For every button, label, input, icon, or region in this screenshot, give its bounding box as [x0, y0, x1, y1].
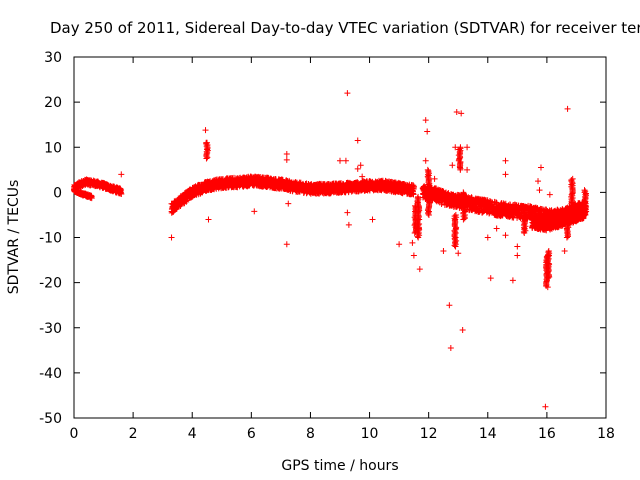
data-point [354, 165, 361, 172]
x-tick-label: 4 [188, 426, 197, 442]
data-marks [71, 90, 590, 410]
x-tick-label: 0 [70, 426, 79, 442]
x-tick-label: 10 [361, 426, 379, 442]
data-point [396, 241, 403, 248]
data-point [118, 171, 125, 178]
data-point [283, 151, 290, 158]
data-point [537, 164, 544, 171]
data-point [440, 248, 447, 255]
data-point [345, 221, 352, 228]
x-tick-label: 18 [597, 426, 615, 442]
data-point [369, 216, 376, 223]
data-point [455, 250, 462, 257]
data-point [484, 234, 491, 241]
data-point [251, 208, 258, 215]
data-point [561, 248, 568, 255]
data-point [464, 144, 471, 151]
y-tick-label: -40 [39, 366, 62, 382]
data-point [410, 252, 417, 259]
data-point [354, 137, 361, 144]
data-point [337, 157, 343, 164]
chart-title: Day 250 of 2011, Sidereal Day-to-day VTE… [50, 19, 640, 37]
y-tick-label: -30 [39, 321, 62, 337]
data-point [344, 209, 351, 216]
y-axis-label: SDTVAR / TECUs [6, 180, 22, 295]
data-point [514, 252, 521, 259]
data-point [409, 239, 416, 246]
data-point [283, 156, 290, 163]
x-tick-label: 6 [247, 426, 256, 442]
data-point [410, 183, 417, 190]
data-point [453, 109, 460, 116]
x-axis-label: GPS time / hours [281, 458, 398, 474]
data-point [542, 403, 549, 410]
data-point [118, 191, 125, 198]
y-tick-label: 30 [44, 50, 62, 66]
data-point [458, 110, 465, 117]
data-point [509, 277, 516, 284]
data-point [447, 345, 454, 352]
y-tick-label: 0 [53, 185, 62, 201]
data-point [422, 117, 429, 124]
y-tick-label: -20 [39, 276, 62, 292]
data-point [546, 191, 553, 198]
data-point [502, 157, 509, 164]
data-point [357, 162, 364, 169]
data-point [342, 157, 349, 164]
data-point [514, 243, 521, 250]
x-tick-label: 16 [538, 426, 556, 442]
x-tick-label: 8 [306, 426, 315, 442]
data-point [449, 162, 456, 169]
data-point [431, 175, 438, 182]
data-point [410, 191, 417, 198]
data-point [564, 105, 571, 112]
data-point [459, 327, 466, 334]
data-point [88, 195, 95, 202]
data-point [285, 200, 292, 207]
data-point [416, 266, 423, 273]
data-point [446, 302, 453, 309]
data-point [493, 225, 500, 232]
data-point [502, 171, 509, 178]
x-tick-label: 2 [129, 426, 138, 442]
data-point [487, 275, 494, 282]
data-point [422, 157, 429, 164]
data-point [168, 234, 175, 241]
y-tick-label: -50 [39, 411, 62, 427]
data-point [344, 90, 351, 97]
axis-ticks: 0 2 4 6 8 10 12 14 16 18 -50 -40 -30 -20 -10 0 10 20 30 [39, 50, 615, 442]
y-tick-label: 10 [44, 140, 62, 156]
y-tick-label: 20 [44, 95, 62, 111]
data-point [283, 241, 290, 248]
data-point [536, 187, 543, 194]
data-point [502, 232, 509, 239]
data-point [464, 166, 471, 173]
plot-frame [73, 56, 607, 419]
data-point [202, 127, 209, 134]
x-tick-label: 14 [479, 426, 497, 442]
y-tick-label: -10 [39, 231, 62, 247]
x-tick-label: 12 [420, 426, 438, 442]
data-point [424, 128, 431, 135]
data-point [535, 178, 542, 185]
data-point [359, 173, 366, 180]
data-point [205, 216, 212, 223]
